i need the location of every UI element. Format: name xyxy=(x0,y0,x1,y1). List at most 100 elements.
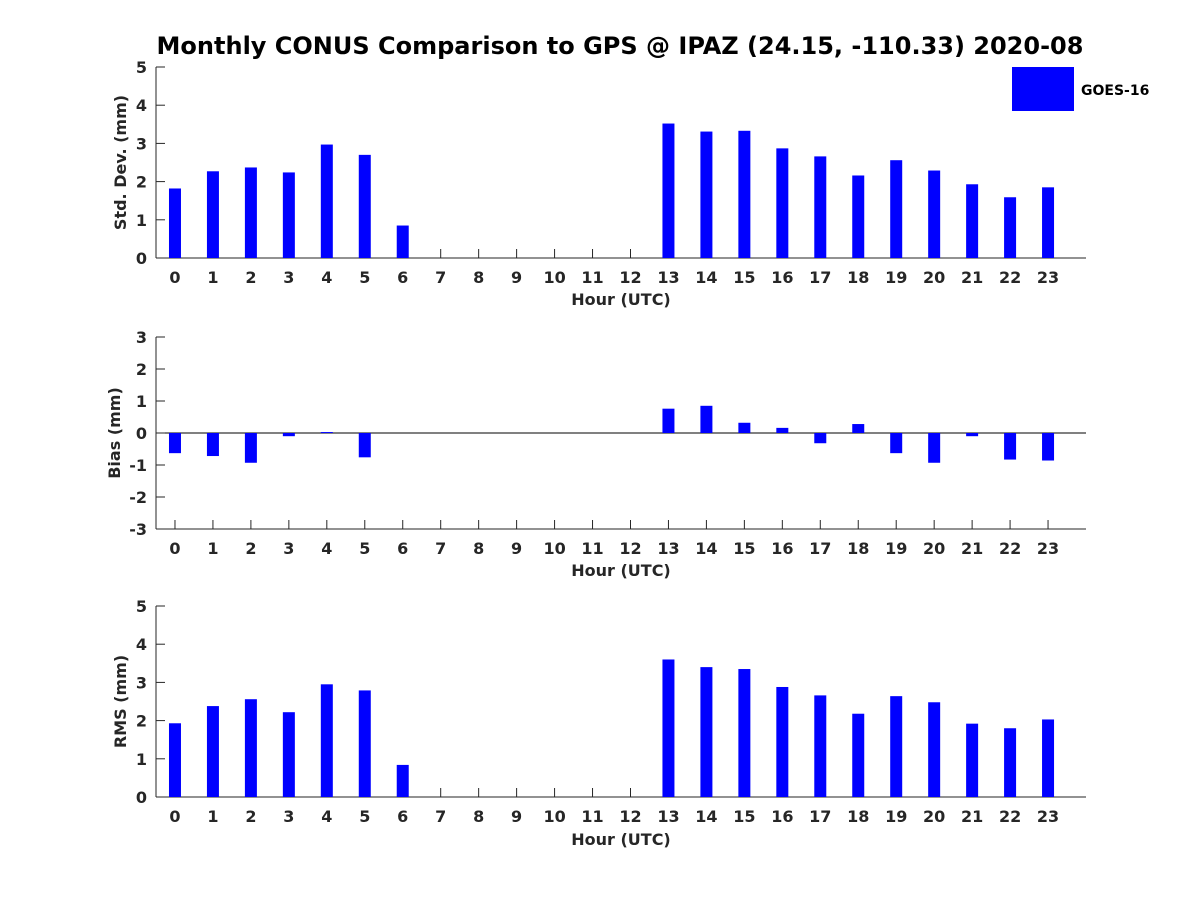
x-tick-label: 1 xyxy=(207,807,218,826)
bar-std-dev-23 xyxy=(1042,187,1055,258)
bar-std-dev-0 xyxy=(168,188,181,258)
x-tick-label: 4 xyxy=(321,268,332,287)
bar-rms-20 xyxy=(928,702,941,797)
bar-std-dev-19 xyxy=(890,160,903,258)
x-tick-label: 14 xyxy=(695,807,717,826)
y-tick-label: 3 xyxy=(136,328,147,347)
bar-bias-4 xyxy=(320,432,333,434)
bar-rms-13 xyxy=(662,659,675,797)
y-tick-label: 0 xyxy=(136,249,147,268)
x-tick-label: 17 xyxy=(809,539,831,558)
bar-rms-5 xyxy=(358,690,371,797)
bar-rms-18 xyxy=(852,713,865,797)
x-tick-label: 13 xyxy=(657,268,679,287)
bar-rms-0 xyxy=(168,723,181,797)
x-tick-label: 9 xyxy=(511,268,522,287)
bar-bias-17 xyxy=(814,433,827,444)
y-tick-label: 0 xyxy=(136,424,147,443)
x-tick-label: 0 xyxy=(169,268,180,287)
x-tick-label: 11 xyxy=(581,539,603,558)
bar-std-dev-2 xyxy=(244,167,257,258)
x-tick-label: 23 xyxy=(1037,268,1059,287)
bar-bias-2 xyxy=(244,433,257,463)
x-tick-label: 0 xyxy=(169,539,180,558)
x-tick-label: 9 xyxy=(511,539,522,558)
x-tick-label: 20 xyxy=(923,268,945,287)
x-tick-label: 10 xyxy=(543,807,565,826)
x-tick-label: 13 xyxy=(657,807,679,826)
x-tick-label: 3 xyxy=(283,539,294,558)
x-tick-label: 23 xyxy=(1037,807,1059,826)
x-tick-label: 11 xyxy=(581,268,603,287)
bar-rms-15 xyxy=(738,669,751,797)
x-tick-label: 19 xyxy=(885,807,907,826)
x-tick-label: 8 xyxy=(473,539,484,558)
x-tick-label: 15 xyxy=(733,539,755,558)
bar-std-dev-4 xyxy=(320,144,333,258)
x-axis-label: Hour (UTC) xyxy=(571,290,671,309)
bar-std-dev-13 xyxy=(662,123,675,258)
x-tick-label: 18 xyxy=(847,268,869,287)
bar-std-dev-1 xyxy=(206,171,219,258)
legend: GOES-16 xyxy=(1012,67,1149,111)
x-tick-label: 3 xyxy=(283,807,294,826)
x-tick-label: 8 xyxy=(473,268,484,287)
x-tick-label: 14 xyxy=(695,539,717,558)
bar-std-dev-16 xyxy=(776,148,789,258)
x-tick-label: 12 xyxy=(619,807,641,826)
bar-bias-5 xyxy=(358,433,371,458)
y-tick-label: -1 xyxy=(129,456,147,475)
x-tick-label: 7 xyxy=(435,807,446,826)
bar-rms-22 xyxy=(1004,728,1017,797)
x-tick-label: 8 xyxy=(473,807,484,826)
y-tick-label: 3 xyxy=(136,673,147,692)
bar-bias-13 xyxy=(662,408,675,433)
x-tick-label: 13 xyxy=(657,539,679,558)
y-tick-label: 2 xyxy=(136,173,147,192)
bar-bias-23 xyxy=(1042,433,1055,461)
x-tick-label: 10 xyxy=(543,539,565,558)
x-tick-label: 9 xyxy=(511,807,522,826)
x-tick-label: 16 xyxy=(771,807,793,826)
bar-bias-21 xyxy=(966,433,979,437)
y-tick-label: 2 xyxy=(136,360,147,379)
x-tick-label: 15 xyxy=(733,268,755,287)
bar-rms-4 xyxy=(320,684,333,797)
bar-std-dev-18 xyxy=(852,175,865,258)
bar-rms-16 xyxy=(776,686,789,797)
bar-bias-3 xyxy=(282,433,295,437)
bar-rms-1 xyxy=(206,706,219,797)
x-tick-label: 11 xyxy=(581,807,603,826)
bar-std-dev-22 xyxy=(1004,197,1017,258)
bar-bias-20 xyxy=(928,433,941,463)
x-tick-label: 7 xyxy=(435,268,446,287)
x-axis-label: Hour (UTC) xyxy=(571,830,671,849)
bar-bias-1 xyxy=(206,433,219,457)
x-tick-label: 0 xyxy=(169,807,180,826)
x-tick-label: 5 xyxy=(359,268,370,287)
x-tick-label: 15 xyxy=(733,807,755,826)
x-tick-label: 22 xyxy=(999,539,1021,558)
x-tick-label: 17 xyxy=(809,807,831,826)
x-tick-label: 18 xyxy=(847,539,869,558)
bar-std-dev-17 xyxy=(814,156,827,258)
bar-std-dev-20 xyxy=(928,170,941,258)
bar-rms-17 xyxy=(814,695,827,797)
x-axis-label: Hour (UTC) xyxy=(571,561,671,580)
bar-rms-21 xyxy=(966,723,979,797)
x-tick-label: 19 xyxy=(885,539,907,558)
y-axis-label: Bias (mm) xyxy=(105,387,124,479)
bar-bias-18 xyxy=(852,424,865,433)
bar-bias-15 xyxy=(738,422,751,433)
y-axis-label: RMS (mm) xyxy=(111,655,130,748)
x-tick-label: 22 xyxy=(999,807,1021,826)
x-tick-label: 16 xyxy=(771,268,793,287)
x-tick-label: 14 xyxy=(695,268,717,287)
x-tick-label: 19 xyxy=(885,268,907,287)
x-tick-label: 1 xyxy=(207,268,218,287)
legend-label: GOES-16 xyxy=(1081,83,1149,99)
x-tick-label: 5 xyxy=(359,539,370,558)
